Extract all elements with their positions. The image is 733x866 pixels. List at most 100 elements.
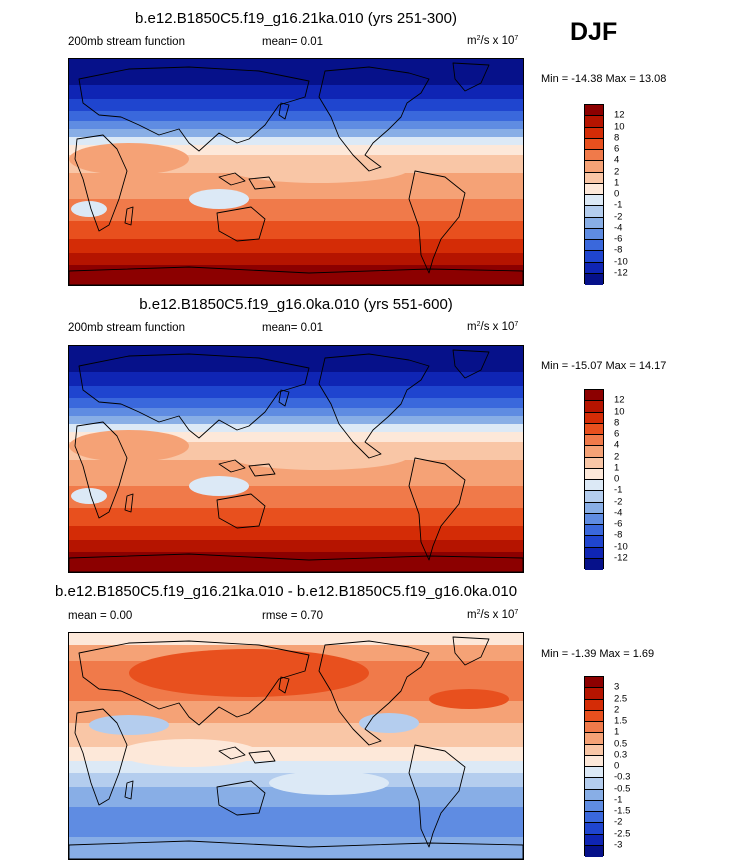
coastline [408,457,466,561]
colorbar-label: -2 [614,496,623,507]
colorbar-label: 0 [614,760,620,772]
colorbar-box [585,183,603,195]
panel3-title: b.e12.B1850C5.f19_g16.21ka.010 - b.e12.B… [55,583,518,600]
colorbar-box [585,273,603,285]
season-label: DJF [570,18,618,46]
colorbar-box [585,513,603,525]
coastline [69,840,523,859]
coastline [452,62,490,92]
colorbar-box [585,217,603,229]
colorbar-label: -6 [614,233,623,245]
field-anomaly [89,715,169,735]
colorbar-label: 2 [614,166,620,177]
colorbar-label: -1 [614,794,623,806]
field-band [69,398,523,408]
colorbar-box [585,412,603,424]
field-anomaly [71,488,107,504]
units-power: 7 [514,35,519,42]
coastline [452,349,490,379]
field-band [69,99,523,111]
coastline [278,389,290,407]
field-band [69,386,523,398]
units-power: 7 [514,609,519,616]
colorbar-label: -10 [614,256,628,267]
colorbar-label: 10 [614,406,625,417]
colorbar-label: -0.3 [614,771,631,783]
colorbar-label: 1.5 [614,715,628,727]
units-base: m [467,609,477,621]
colorbar-label: 4 [614,439,620,451]
colorbar-box [585,789,603,801]
panel3-mean: mean = 0.00 [68,610,133,622]
colorbar-box [585,699,603,711]
colorbar-box [585,161,603,173]
units-base: m [467,35,477,47]
field-band [69,526,523,540]
map-svg [69,59,523,285]
colorbar-label: 10 [614,121,625,132]
field-band [69,508,523,526]
panel1-colorbar [584,104,604,285]
field-anomaly [229,442,409,470]
units-power: 7 [514,321,519,328]
panel2-units: m2/s x 107 [467,321,518,333]
colorbar-label: -8 [614,529,623,541]
panel2-mean: mean= 0.01 [262,322,324,334]
colorbar-box [585,845,603,857]
colorbar-label: 4 [614,154,620,166]
colorbar-box [585,251,603,263]
field-anomaly [189,189,249,209]
colorbar-box [585,710,603,722]
field-band [69,408,523,416]
colorbar-box [585,755,603,767]
field-anomaly [129,649,369,697]
colorbar-box [585,525,603,537]
field-band [69,633,523,645]
field-band [69,59,523,85]
coastline [278,676,290,694]
colorbar-box [585,812,603,824]
field-band [69,145,523,155]
colorbar-box [585,240,603,252]
field-band [69,540,523,552]
colorbar-label: 12 [614,394,625,406]
colorbar-box [585,390,603,402]
coastline [216,206,266,242]
panel1-variable: 200mb stream function [68,36,185,48]
colorbar-label: -6 [614,518,623,530]
panel3-rmse: rmse = 0.70 [262,610,324,622]
field-band [69,416,523,424]
units-exponent: 2 [476,609,481,616]
coastline [69,553,523,572]
colorbar-label: -4 [614,507,623,519]
colorbar-box [585,767,603,779]
colorbar-box [585,401,603,413]
colorbar-box [585,446,603,458]
colorbar-label: 6 [614,143,620,155]
colorbar-box [585,744,603,756]
colorbar-label: -12 [614,267,628,279]
panel2-variable: 200mb stream function [68,322,185,334]
field-band [69,424,523,432]
field-band [69,346,523,372]
colorbar-box [585,688,603,700]
colorbar-box [585,491,603,503]
colorbar-label: -12 [614,552,628,564]
panel2-colorbar [584,389,604,570]
colorbar-label: 6 [614,428,620,440]
colorbar-box [585,116,603,128]
coastline [218,459,276,477]
panel1-map [68,58,524,286]
field-band [69,807,523,837]
colorbar-box [585,468,603,480]
colorbar-label: -1 [614,199,623,211]
colorbar-label: -10 [614,541,628,552]
panel3-minmax: Min = -1.39 Max = 1.69 [541,648,655,660]
coastline [124,780,134,800]
colorbar-box [585,536,603,548]
colorbar-label: -8 [614,244,623,256]
coastline [452,636,490,666]
coastline [318,353,430,459]
colorbar-box [585,823,603,835]
colorbar-label: -2 [614,211,623,222]
